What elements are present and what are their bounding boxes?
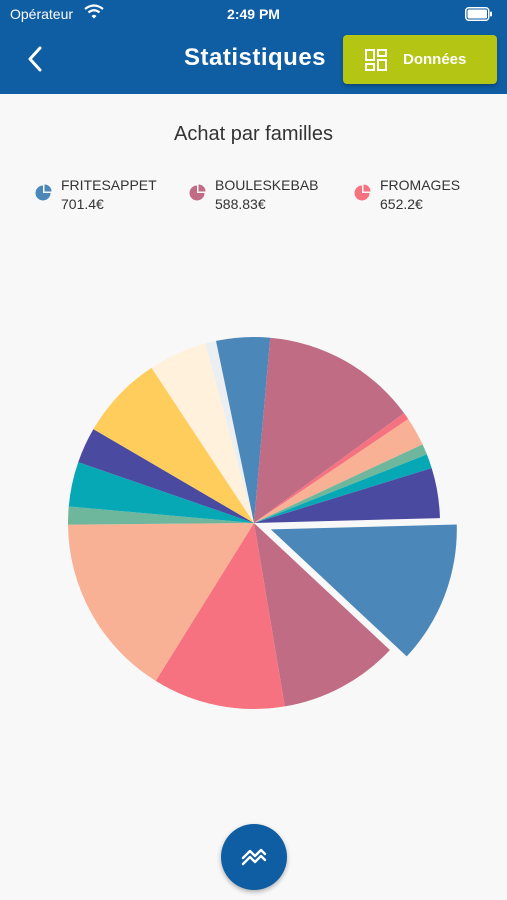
chart-toggle-button[interactable] — [221, 824, 287, 890]
legend-value: 588.83€ — [215, 196, 266, 212]
pie-chart — [67, 337, 457, 709]
legend-value: 652.2€ — [380, 196, 423, 212]
pie-slice[interactable] — [254, 454, 432, 523]
wifi-icon — [84, 4, 104, 23]
legend-label: BOULESKEBAB — [215, 177, 319, 193]
app-header: Opérateur 2:49 PM Statistiques — [0, 0, 507, 94]
chart-line-icon — [241, 848, 267, 866]
pie-icon — [354, 184, 371, 201]
pie-slice[interactable] — [68, 462, 254, 523]
pie-slice[interactable] — [254, 337, 405, 523]
status-bar: Opérateur 2:49 PM — [0, 0, 507, 28]
carrier-label: Opérateur — [10, 6, 74, 22]
legend-value: 701.4€ — [61, 196, 104, 212]
pie-slice[interactable] — [68, 523, 254, 681]
chart-title: Achat par familles — [174, 123, 333, 145]
dashboard-icon — [365, 48, 387, 71]
pie-icon — [189, 184, 206, 201]
data-button-label: Données — [403, 51, 467, 68]
pie-slice[interactable] — [270, 524, 457, 657]
legend-label: FRITESAPPET — [61, 177, 157, 193]
pie-slice[interactable] — [67, 506, 254, 525]
pie-slice[interactable] — [205, 340, 254, 523]
pie-slice[interactable] — [78, 429, 254, 523]
pie-slice[interactable] — [254, 419, 423, 523]
pie-slice[interactable] — [254, 413, 409, 523]
pie-slice[interactable] — [215, 337, 271, 523]
chevron-left-icon — [28, 46, 42, 72]
legend-label: FROMAGES — [380, 177, 461, 193]
page-title: Statistiques — [183, 44, 327, 71]
pie-slice[interactable] — [155, 523, 285, 709]
pie-slice[interactable] — [254, 523, 390, 707]
pie-slice[interactable] — [151, 343, 254, 523]
pie-slice[interactable] — [254, 468, 440, 523]
pie-slice[interactable] — [254, 444, 427, 523]
status-time: 2:49 PM — [227, 6, 280, 22]
back-button[interactable] — [18, 42, 52, 76]
battery-icon — [465, 7, 493, 24]
chart-legend: FRITESAPPET 701.4€ BOULESKEBAB 588.83€ F… — [0, 175, 507, 215]
pie-slice[interactable] — [93, 367, 254, 523]
data-button[interactable]: Données — [343, 35, 497, 84]
pie-icon — [35, 184, 52, 201]
